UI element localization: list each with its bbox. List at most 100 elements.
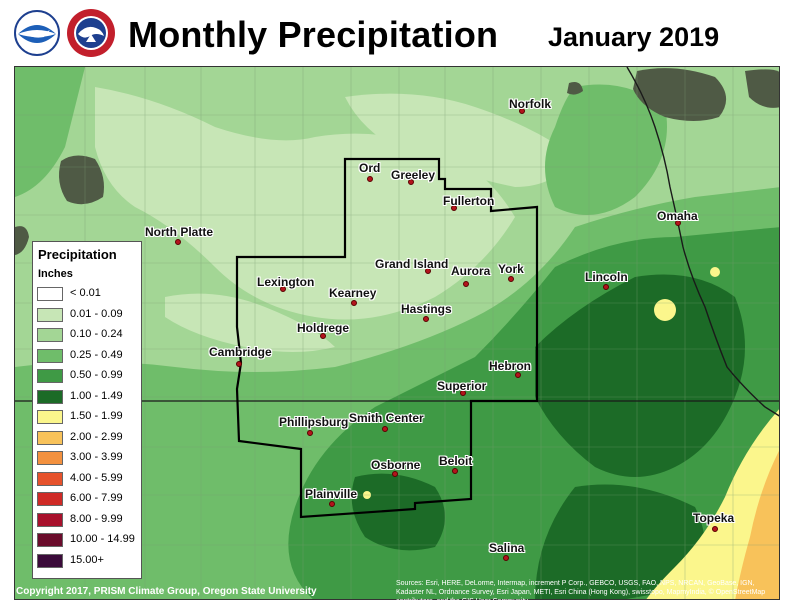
legend-swatch [37, 348, 63, 363]
city-marker [423, 316, 429, 322]
city-marker [508, 276, 514, 282]
map-canvas [15, 67, 779, 599]
sources-text: Sources: Esri, HERE, DeLorme, Intermap, … [396, 580, 766, 605]
legend-label: 15.00+ [70, 553, 104, 566]
legend-label: < 0.01 [70, 287, 101, 299]
legend-swatch [37, 410, 63, 424]
legend-item: 1.00 - 1.49 [37, 389, 141, 405]
legend-item: 4.00 - 5.99 [37, 471, 141, 487]
legend-swatch [37, 533, 63, 547]
city-label-lincoln: Lincoln [585, 270, 628, 284]
legend-swatch [37, 287, 63, 301]
copyright-text: Copyright 2017, PRISM Climate Group, Ore… [16, 586, 317, 597]
city-marker [675, 220, 681, 226]
page-title: Monthly Precipitation [128, 14, 499, 55]
legend-swatch [37, 369, 63, 383]
legend-label: 3.00 - 3.99 [70, 451, 123, 463]
legend-title: Precipitation [38, 247, 117, 262]
city-label-york: York [498, 262, 524, 276]
legend-swatch [37, 451, 63, 465]
legend-label: 2.00 - 2.99 [70, 430, 123, 443]
legend: Precipitation Inches < 0.01 0.01 - 0.09 0.… [32, 241, 142, 579]
legend-item: 3.00 - 3.99 [37, 450, 141, 466]
city-label-north-platte: North Platte [145, 225, 214, 239]
city-label-ord: Ord [359, 161, 381, 175]
legend-swatch [37, 553, 63, 568]
city-label-lexington: Lexington [257, 275, 315, 289]
nws-logo-icon [67, 9, 115, 57]
legend-item: 15.00+ [37, 553, 141, 569]
city-marker [320, 333, 326, 339]
legend-item: 0.10 - 0.24 [37, 327, 141, 343]
legend-swatch [37, 430, 63, 445]
legend-item: 6.00 - 7.99 [37, 491, 141, 507]
precipitation-map: Norfolk Ord Greeley Fullerton North Plat… [14, 66, 780, 600]
city-label-holdrege: Holdrege [297, 321, 350, 335]
legend-item: 1.50 - 1.99 [37, 409, 141, 425]
city-label-hebron: Hebron [489, 359, 531, 373]
city-marker [367, 176, 373, 182]
legend-item: 0.25 - 0.49 [37, 348, 141, 364]
legend-units: Inches [38, 268, 73, 280]
legend-label: 0.25 - 0.49 [70, 348, 123, 361]
legend-item: 8.00 - 9.99 [37, 512, 141, 528]
city-label-plainville: Plainville [305, 487, 358, 501]
legend-label: 0.10 - 0.24 [70, 328, 123, 340]
legend-swatch [37, 328, 63, 342]
legend-label: 1.50 - 1.99 [70, 410, 123, 422]
city-marker [519, 108, 525, 114]
legend-item: 10.00 - 14.99 [37, 532, 141, 548]
header: Monthly Precipitation January 2019 [0, 0, 792, 66]
legend-swatch [37, 471, 63, 486]
legend-item: 0.50 - 0.99 [37, 368, 141, 384]
city-label-beloit: Beloit [439, 454, 473, 468]
city-marker [463, 281, 469, 287]
city-marker [452, 468, 458, 474]
city-label-kearney: Kearney [329, 286, 377, 300]
city-marker [392, 471, 398, 477]
legend-swatch [37, 307, 63, 322]
city-label-superior: Superior [437, 379, 487, 393]
legend-label: 0.01 - 0.09 [70, 307, 123, 320]
legend-label: 4.00 - 5.99 [70, 471, 123, 484]
city-marker [382, 426, 388, 432]
city-label-fullerton: Fullerton [443, 194, 495, 208]
city-label-aurora: Aurora [451, 264, 491, 278]
city-marker [329, 501, 335, 507]
date-label: January 2019 [548, 22, 720, 52]
city-label-phillipsburg: Phillipsburg [279, 415, 349, 429]
city-label-smith-center: Smith Center [349, 411, 424, 425]
city-label-salina: Salina [489, 541, 525, 555]
legend-item: < 0.01 [37, 286, 141, 302]
legend-label: 0.50 - 0.99 [70, 369, 123, 381]
city-marker [351, 300, 357, 306]
city-label-hastings: Hastings [401, 302, 452, 316]
legend-swatch [37, 389, 63, 404]
city-marker [460, 390, 466, 396]
city-marker [236, 361, 242, 367]
city-label-greeley: Greeley [391, 168, 436, 182]
city-marker [451, 205, 457, 211]
legend-label: 1.00 - 1.49 [70, 389, 123, 402]
city-marker [175, 239, 181, 245]
legend-swatch [37, 492, 63, 506]
city-label-omaha: Omaha [657, 209, 698, 223]
city-label-cambridge: Cambridge [209, 345, 272, 359]
city-marker [408, 179, 414, 185]
city-label-grand-island: Grand Island [375, 257, 449, 271]
legend-label: 8.00 - 9.99 [70, 512, 123, 525]
city-label-osborne: Osborne [371, 458, 421, 472]
city-marker [515, 372, 521, 378]
city-marker [603, 284, 609, 290]
legend-label: 10.00 - 14.99 [70, 533, 135, 545]
city-marker [503, 555, 509, 561]
legend-item: 2.00 - 2.99 [37, 430, 141, 446]
city-label-topeka: Topeka [693, 511, 735, 525]
legend-swatch [37, 512, 63, 527]
city-marker [712, 526, 718, 532]
city-marker [280, 286, 286, 292]
legend-label: 6.00 - 7.99 [70, 492, 123, 504]
noaa-logo-icon [14, 10, 60, 56]
legend-item: 0.01 - 0.09 [37, 307, 141, 323]
city-marker [425, 268, 431, 274]
